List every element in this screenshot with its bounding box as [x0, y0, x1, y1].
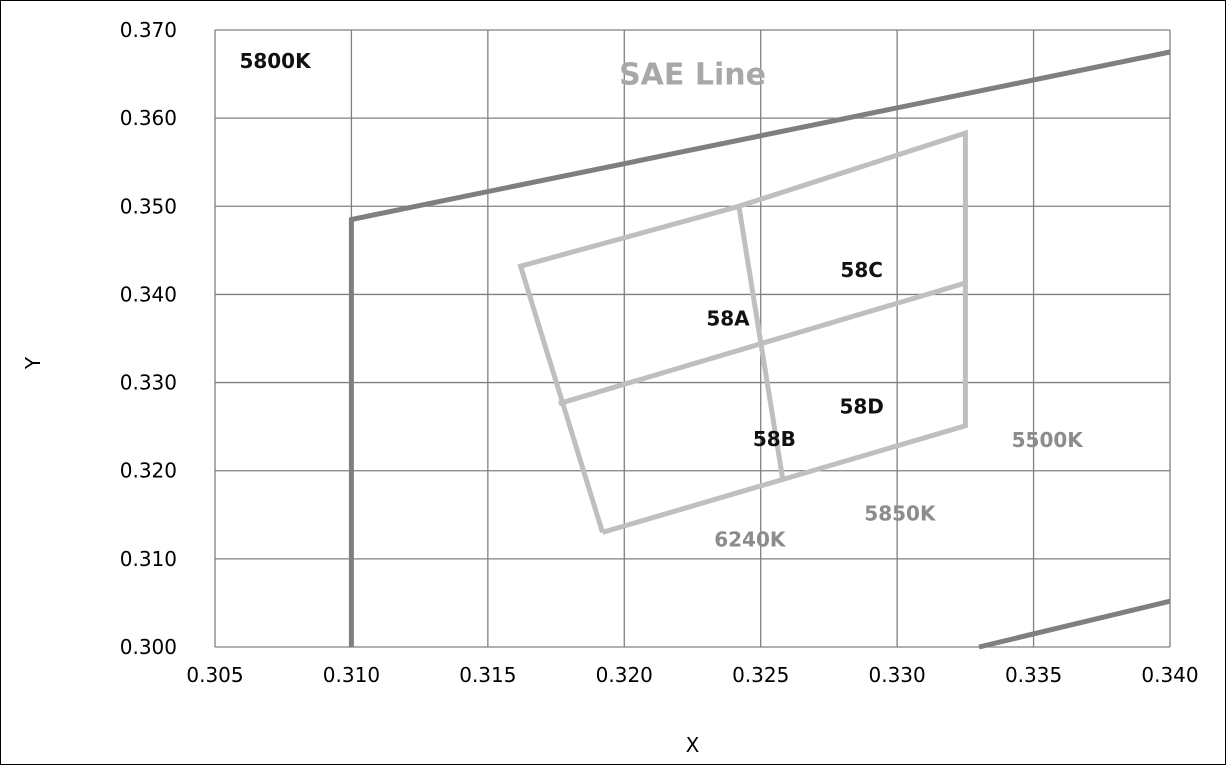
x-tick-label: 0.315: [459, 663, 516, 687]
annotation-58b: 58B: [753, 427, 796, 451]
x-tick-label: 0.325: [732, 663, 789, 687]
series-layer: [348, 49, 1171, 650]
x-tick-label: 0.330: [869, 663, 926, 687]
annotation-5800k: 5800K: [239, 49, 312, 73]
y-tick-label: 0.370: [120, 18, 177, 42]
annotations: 5800K SAE Line 58A 58B 58C 58D 5500K 5850K 6240K: [239, 49, 1084, 552]
y-axis-title: Y: [21, 356, 45, 370]
annotation-58c: 58C: [840, 258, 883, 282]
y-tick-label: 0.300: [120, 635, 177, 659]
grid-lines: [214, 29, 1171, 648]
x-tick-label: 0.335: [1005, 663, 1062, 687]
annotation-5500k: 5500K: [1012, 428, 1085, 452]
x-tick-label: 0.320: [596, 663, 653, 687]
y-tick-label: 0.340: [120, 282, 177, 306]
y-tick-label: 0.350: [120, 194, 177, 218]
x-tick-label: 0.310: [323, 663, 380, 687]
y-tick-label: 0.360: [120, 106, 177, 130]
x-tick-label: 0.340: [1141, 663, 1198, 687]
y-tick-label: 0.330: [120, 371, 177, 395]
bin-line-4: [558, 280, 967, 407]
sae-boundary-line-0: [348, 49, 1171, 647]
annotation-sae-line: SAE Line: [619, 57, 766, 92]
sae-boundary-line-1: [978, 598, 1171, 650]
x-axis-title: X: [686, 733, 700, 757]
y-tick-label: 0.320: [120, 459, 177, 483]
annotation-58a: 58A: [706, 306, 750, 330]
y-tick-label: 0.310: [120, 547, 177, 571]
tick-labels: 0.305 0.310 0.315 0.320 0.325 0.330 0.335 0.340…: [120, 18, 1199, 687]
annotation-5850k: 5850K: [864, 501, 937, 525]
x-tick-label: 0.305: [186, 663, 243, 687]
annotation-6240k: 6240K: [714, 528, 787, 552]
annotation-58d: 58D: [839, 395, 883, 419]
bin-line-2: [517, 129, 968, 535]
